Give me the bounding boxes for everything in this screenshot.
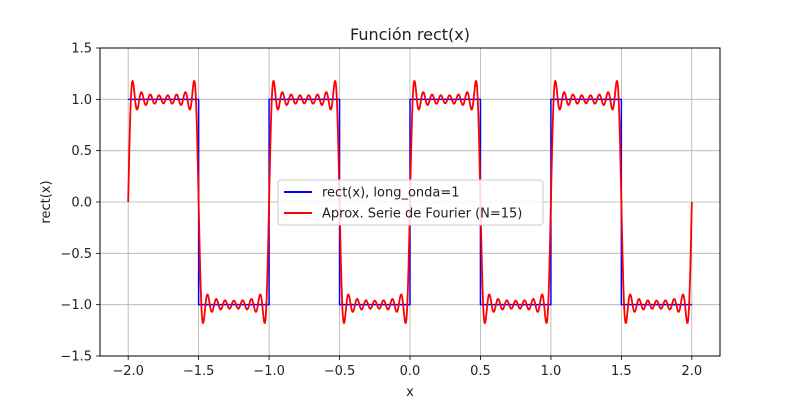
x-tick-label: 1.0 bbox=[541, 364, 562, 379]
x-tick-label: −2.0 bbox=[112, 364, 144, 379]
ticks: −2.0 −1.5 −1.0 −0.5 0.0 0.5 1.0 1.5 2.0 −1.5 −1.0 −… bbox=[60, 42, 702, 380]
y-tick-label: −1.0 bbox=[60, 298, 92, 313]
y-tick-label: −1.5 bbox=[60, 350, 92, 365]
y-tick-label: 1.5 bbox=[71, 42, 92, 57]
y-tick-label: −0.5 bbox=[60, 247, 92, 262]
x-tick-label: 0.5 bbox=[470, 364, 491, 379]
x-axis-label: x bbox=[406, 385, 414, 400]
x-tick-label: 1.5 bbox=[611, 364, 632, 379]
y-tick-label: 0.5 bbox=[71, 144, 92, 159]
legend-box bbox=[277, 179, 544, 226]
y-tick-label: 1.0 bbox=[71, 93, 92, 108]
x-tick-label: −1.5 bbox=[183, 364, 215, 379]
x-tick-label: 2.0 bbox=[681, 364, 702, 379]
x-tick-label: −0.5 bbox=[324, 364, 356, 379]
y-axis-label: rect(x) bbox=[39, 180, 54, 223]
x-tick-label: −1.0 bbox=[253, 364, 285, 379]
y-tick-label: 0.0 bbox=[71, 196, 92, 211]
x-tick-label: 0.0 bbox=[400, 364, 421, 379]
legend-label-1: rect(x), long_onda=1 bbox=[322, 186, 460, 201]
legend-label-2: Aprox. Serie de Fourier (N=15) bbox=[322, 207, 522, 222]
legend: rect(x), long_onda=1 Aprox. Serie de Four… bbox=[277, 179, 544, 226]
chart-title: Función rect(x) bbox=[350, 25, 470, 44]
